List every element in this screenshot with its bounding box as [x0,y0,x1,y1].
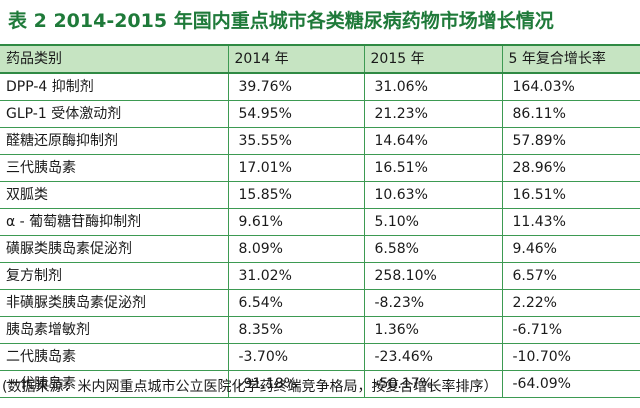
cell-category: 复方制剂 [0,262,229,290]
cell-2015: 10.63% [364,181,503,209]
cell-cagr: 2.22% [502,289,640,317]
cell-2014: 54.95% [228,100,365,128]
cell-cagr: 6.57% [502,262,640,290]
cell-2014: 8.35% [228,316,365,344]
cell-2015: 31.06% [364,73,503,101]
cell-category: 一代胰岛素 [0,370,229,398]
table-row: 二代胰岛素 -3.70% -23.46% -10.70% [0,343,640,371]
cell-2014: 9.61% [228,208,365,236]
cell-category: 磺脲类胰岛素促泌剂 [0,235,229,263]
cell-2015: 1.36% [364,316,503,344]
cell-cagr: 28.96% [502,154,640,182]
cell-2015: 21.23% [364,100,503,128]
cell-cagr: 9.46% [502,235,640,263]
cell-2015: -8.23% [364,289,503,317]
cell-2015: 258.10% [364,262,503,290]
cell-cagr: 11.43% [502,208,640,236]
cell-category: α - 葡萄糖苷酶抑制剂 [0,208,229,236]
cell-2014: 15.85% [228,181,365,209]
cell-2014: 8.09% [228,235,365,263]
table-row: 醛糖还原酶抑制剂 35.55% 14.64% 57.89% [0,127,640,155]
table-row: 磺脲类胰岛素促泌剂 8.09% 6.58% 9.46% [0,235,640,263]
cell-2015: 14.64% [364,127,503,155]
cell-2015: -50.17% [364,370,503,398]
table-row: 非磺脲类胰岛素促泌剂 6.54% -8.23% 2.22% [0,289,640,317]
cell-cagr: -10.70% [502,343,640,371]
cell-category: 三代胰岛素 [0,154,229,182]
cell-category: DPP-4 抑制剂 [0,73,229,101]
table-row: DPP-4 抑制剂 39.76% 31.06% 164.03% [0,73,640,101]
cell-category: GLP-1 受体激动剂 [0,100,229,128]
column-header-cagr: 5 年复合增长率 [502,44,640,74]
source-note: (数据来源：米内网重点城市公立医院化学药终端竞争格局，按复合增长率排序） [2,379,498,395]
cell-2014: 31.02% [228,262,365,290]
column-header-category: 药品类别 [0,44,229,74]
cell-cagr: 86.11% [502,100,640,128]
cell-2015: 16.51% [364,154,503,182]
cell-category: 二代胰岛素 [0,343,229,371]
table-row: 双胍类 15.85% 10.63% 16.51% [0,181,640,209]
cell-2014: -91.18% [228,370,365,398]
cell-category: 胰岛素增敏剂 [0,316,229,344]
table-row: GLP-1 受体激动剂 54.95% 21.23% 86.11% [0,100,640,128]
cell-cagr: -64.09% [502,370,640,398]
growth-table: 药品类别 2014 年 2015 年 5 年复合增长率 DPP-4 抑制剂 39.… [0,44,640,398]
column-header-2014: 2014 年 [228,44,365,74]
cell-cagr: 57.89% [502,127,640,155]
table-row: α - 葡萄糖苷酶抑制剂 9.61% 5.10% 11.43% [0,208,640,236]
cell-category: 醛糖还原酶抑制剂 [0,127,229,155]
table-title: 表 2 2014-2015 年国内重点城市各类糖尿病药物市场增长情况 [8,10,554,32]
cell-2014: 35.55% [228,127,365,155]
cell-cagr: 164.03% [502,73,640,101]
cell-2015: -23.46% [364,343,503,371]
cell-2015: 5.10% [364,208,503,236]
cell-category: 双胍类 [0,181,229,209]
cell-2014: -3.70% [228,343,365,371]
cell-cagr: 16.51% [502,181,640,209]
table-row: 胰岛素增敏剂 8.35% 1.36% -6.71% [0,316,640,344]
column-header-2015: 2015 年 [364,44,503,74]
table-row: 一代胰岛素 -91.18% -50.17% -64.09% [0,370,640,398]
cell-2014: 6.54% [228,289,365,317]
header-row: 药品类别 2014 年 2015 年 5 年复合增长率 [0,44,640,74]
table-row: 复方制剂 31.02% 258.10% 6.57% [0,262,640,290]
table-row: 三代胰岛素 17.01% 16.51% 28.96% [0,154,640,182]
cell-2014: 17.01% [228,154,365,182]
cell-cagr: -6.71% [502,316,640,344]
cell-2015: 6.58% [364,235,503,263]
cell-category: 非磺脲类胰岛素促泌剂 [0,289,229,317]
cell-2014: 39.76% [228,73,365,101]
